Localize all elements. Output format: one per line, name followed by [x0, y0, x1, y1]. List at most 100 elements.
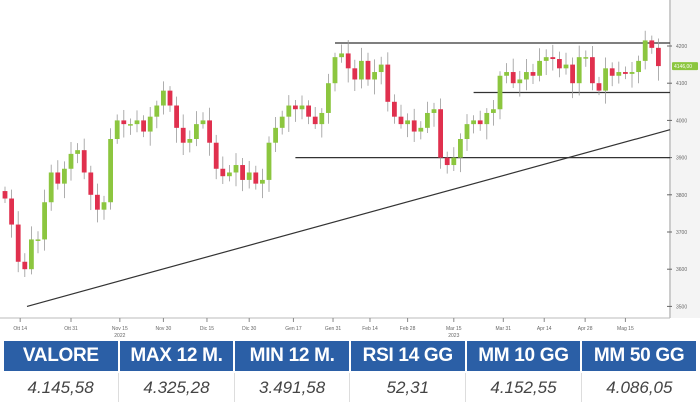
candle-up: [273, 127, 278, 143]
last-price-label: 4146,00: [674, 64, 692, 70]
x-tick-label: Mar 15: [446, 326, 462, 332]
y-axis-panel: [671, 0, 700, 318]
x-tick-label: Dic 15: [200, 326, 214, 332]
y-tick-label: 3700: [676, 230, 687, 236]
candle-down: [293, 105, 298, 110]
candle-down: [121, 120, 127, 125]
candle-up: [458, 139, 463, 158]
candle-down: [213, 142, 219, 169]
x-tick-label: Mar 31: [496, 326, 512, 332]
trend-line: [26, 129, 671, 307]
candle-down: [95, 194, 100, 210]
candle-down: [477, 120, 483, 125]
header-max-12m: MAX 12 M.: [117, 339, 236, 373]
candle-up: [128, 124, 133, 126]
y-tick-label: 3900: [676, 156, 687, 162]
x-tick-label: Gen 17: [285, 326, 302, 332]
candle-up: [418, 127, 424, 132]
candle-up: [636, 60, 641, 73]
year-label: 2023: [448, 333, 459, 338]
candle-down: [9, 198, 14, 225]
plot-area: [0, 0, 670, 318]
candle-up: [471, 120, 476, 125]
candle-down: [352, 68, 358, 80]
candle-down: [207, 120, 212, 143]
candle-down: [345, 53, 351, 69]
candle-up: [372, 72, 377, 80]
candle-up: [227, 172, 232, 177]
x-tick-label: Feb 28: [400, 326, 416, 332]
x-tick-label: Apr 28: [578, 326, 593, 332]
candle-down: [570, 64, 575, 84]
candle-down: [385, 64, 391, 102]
stats-table: VALORE MAX 12 M. MIN 12 M. RSI 14 GG MM …: [2, 339, 698, 402]
candle-up: [543, 57, 549, 61]
y-tick-label: 4000: [676, 118, 687, 124]
candle-up: [134, 120, 140, 125]
candle-up: [114, 120, 120, 139]
candle-up: [35, 239, 41, 241]
candle-down: [180, 127, 186, 143]
candle-up: [279, 116, 285, 128]
x-tick-label: Nov 15: [112, 326, 128, 332]
last-price-badge: [672, 62, 698, 71]
candle-up: [147, 116, 153, 132]
candle-up: [524, 72, 529, 80]
value-mm-50gg: 4.086,05: [580, 372, 697, 402]
candle-down: [609, 68, 615, 76]
candle-up: [48, 172, 54, 203]
candle-down: [398, 116, 404, 125]
candle-up: [517, 79, 523, 84]
candle-down: [444, 157, 450, 166]
candle-down: [590, 57, 595, 84]
candle-up: [42, 202, 47, 240]
candle-down: [306, 105, 311, 117]
candle-down: [2, 191, 8, 199]
candle-up: [299, 105, 305, 110]
value-valore: 4.145,58: [27, 377, 94, 397]
year-label: 2022: [114, 333, 125, 338]
candle-up: [101, 202, 107, 210]
candle-down: [649, 40, 655, 48]
x-tick-label: Ott 31: [64, 326, 78, 332]
candle-up: [629, 72, 635, 74]
candle-up: [563, 64, 569, 69]
value-max-12m: 4.325,28: [118, 372, 235, 402]
y-tick-label: 3600: [676, 267, 687, 273]
candle-up: [200, 120, 206, 125]
candle-up: [451, 157, 457, 166]
candle-down: [550, 57, 556, 60]
candle-up: [431, 109, 437, 113]
candle-up: [378, 64, 384, 73]
x-tick-label: Gen 31: [325, 326, 342, 332]
candle-up: [75, 150, 80, 154]
candle-up: [537, 60, 542, 76]
candle-up: [326, 83, 331, 113]
value-rsi-14gg: 52,31: [349, 372, 466, 402]
candle-up: [425, 112, 430, 128]
candle-up: [62, 168, 67, 184]
x-tick-label: Feb 14: [362, 326, 378, 332]
candle-up: [187, 139, 193, 143]
header-mm-10gg: MM 10 GG: [464, 339, 583, 373]
candle-down: [220, 168, 226, 177]
candle-up: [497, 75, 503, 110]
candle-up: [29, 239, 34, 270]
y-tick-label: 3800: [676, 193, 687, 199]
candle-up: [161, 90, 166, 106]
candle-up: [464, 124, 470, 139]
candle-up: [233, 165, 239, 173]
x-tick-label: Nov 30: [155, 326, 171, 332]
candle-up: [286, 105, 292, 117]
candle-down: [22, 261, 28, 270]
candle-up: [583, 57, 589, 59]
x-tick-label: Mag 15: [617, 326, 634, 332]
candle-up: [576, 57, 582, 84]
candle-down: [253, 172, 259, 184]
y-tick-label: 3500: [676, 304, 687, 310]
candle-down: [656, 47, 661, 67]
y-tick-label: 4200: [676, 44, 687, 50]
candle-up: [405, 120, 410, 125]
candle-up: [359, 60, 364, 80]
header-min-12m: MIN 12 M.: [233, 339, 351, 373]
